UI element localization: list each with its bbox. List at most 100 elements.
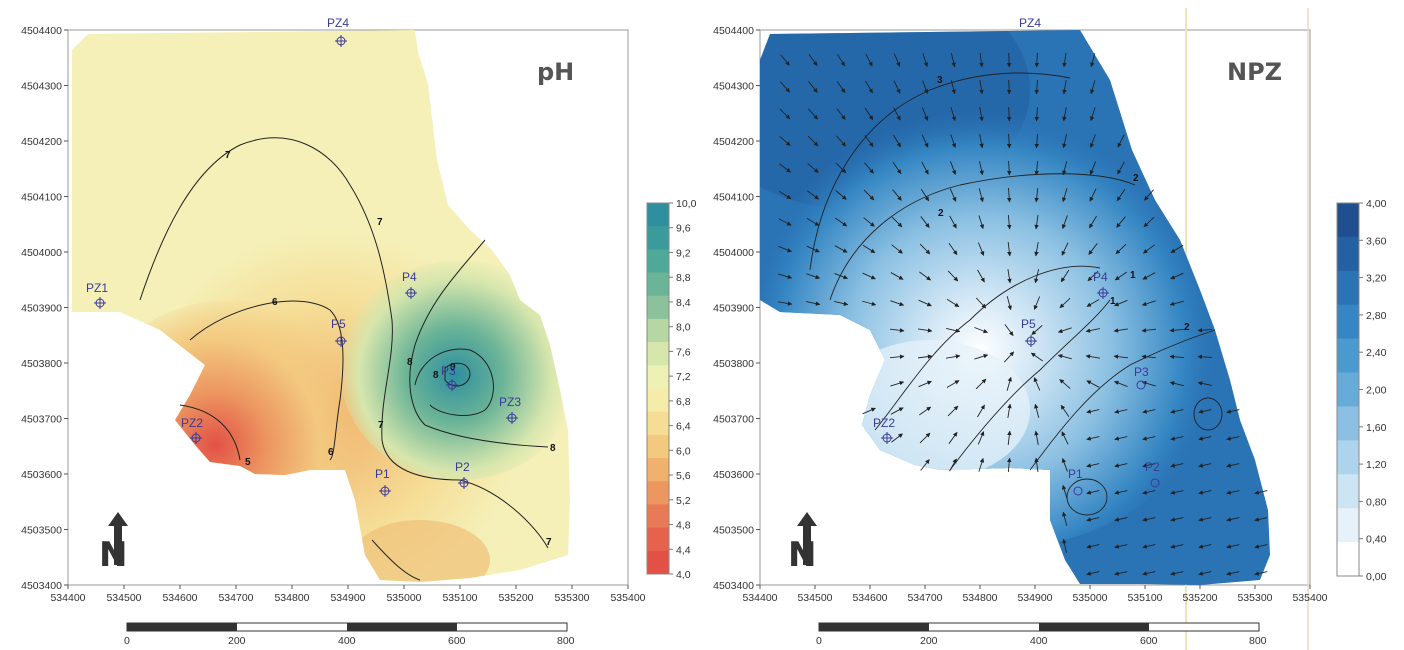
flow-arrow	[918, 299, 932, 307]
npz-contour-labels: 3 2 2 1 1 2	[937, 75, 1190, 333]
flow-arrow	[1061, 188, 1068, 203]
flow-arrow	[978, 457, 985, 472]
legend-swatch	[647, 365, 669, 389]
flow-arrow	[1142, 517, 1156, 522]
flow-arrow	[1062, 80, 1067, 95]
well-point-p5: P5	[1021, 317, 1037, 347]
flow-arrow	[1062, 53, 1067, 68]
svg-text:P3: P3	[1134, 365, 1149, 379]
x-tick-label: 534400	[50, 592, 85, 604]
flow-arrow	[1034, 187, 1039, 203]
legend-swatch	[1337, 440, 1359, 475]
flow-arrow	[808, 54, 818, 67]
flow-arrow	[1198, 463, 1212, 468]
x-tick-label: 535000	[386, 592, 421, 604]
flow-arrow	[950, 161, 957, 175]
flow-arrow	[1059, 379, 1071, 389]
flow-arrow	[1007, 269, 1012, 284]
ph-contour-labels: 7 7 8 6 6 5 7 8 9 8 7	[225, 150, 556, 548]
flow-arrow	[863, 217, 875, 227]
flow-arrow	[1089, 161, 1097, 175]
flow-arrow	[1062, 134, 1067, 149]
flow-arrow	[1061, 458, 1068, 472]
flow-arrow	[1170, 490, 1184, 495]
flow-arrow	[979, 107, 984, 122]
flow-arrow	[1226, 409, 1240, 414]
well-point-pz4: PZ4	[1019, 16, 1041, 30]
flow-arrow	[920, 459, 930, 471]
ph-contour-label: 7	[378, 420, 384, 431]
legend-label: 5,2	[676, 495, 691, 507]
y-tick-label: 4504100	[21, 192, 62, 204]
y-tick-label: 4504400	[713, 25, 754, 37]
flow-arrow	[1143, 244, 1155, 254]
flow-arrow	[919, 271, 932, 281]
well-point-p5: P5	[331, 317, 347, 347]
flow-arrow	[1088, 243, 1098, 255]
flow-arrow	[1006, 133, 1012, 149]
ph-well-points: PZ4 PZ1 P4 P5 P3 PZ3 PZ2 P1 P2	[86, 16, 521, 497]
y-tick-label: 4503900	[713, 303, 754, 315]
legend-swatch	[647, 203, 669, 227]
ph-x-ticks: 534400 534500 534600 534700 534800 534900 5350…	[50, 585, 646, 604]
x-tick-label: 535200	[498, 592, 533, 604]
flow-arrow	[1169, 381, 1184, 387]
x-tick-label: 534700	[907, 592, 942, 604]
flow-arrow	[1060, 269, 1070, 283]
svg-text:P5: P5	[331, 317, 346, 331]
y-tick-label: 4503700	[713, 414, 754, 426]
flow-arrow	[1114, 571, 1128, 576]
svg-text:N: N	[99, 535, 127, 575]
flow-arrow	[1086, 380, 1100, 388]
flow-arrow	[1086, 571, 1100, 576]
y-tick-label: 4504200	[21, 136, 62, 148]
flow-arrow	[1006, 106, 1012, 122]
flow-arrow	[947, 270, 959, 282]
flow-arrow	[949, 215, 957, 229]
flow-arrow	[1142, 463, 1156, 468]
flow-arrow	[1034, 160, 1039, 176]
flow-arrow	[1114, 544, 1128, 549]
y-tick-label: 4503600	[21, 469, 62, 481]
svg-text:400: 400	[1030, 635, 1048, 647]
flow-arrow	[946, 328, 961, 333]
flow-arrow	[893, 107, 901, 121]
flow-arrow	[890, 272, 904, 280]
svg-text:600: 600	[448, 635, 466, 647]
flow-arrow	[1031, 325, 1043, 335]
flow-arrow	[890, 407, 904, 415]
flow-arrow	[1170, 244, 1184, 254]
flow-arrow	[1197, 354, 1213, 360]
svg-text:600: 600	[1140, 635, 1158, 647]
flow-arrow	[890, 300, 905, 307]
legend-label: 7,6	[676, 346, 691, 358]
flow-arrow	[1062, 511, 1068, 526]
ph-scale-bar: 0 200 400 600 800	[124, 622, 575, 647]
flow-arrow	[1226, 463, 1240, 468]
y-tick-label: 4504200	[713, 136, 754, 148]
y-tick-label: 4503800	[713, 358, 754, 370]
flow-arrow	[1086, 299, 1100, 307]
flow-arrow	[949, 458, 957, 472]
y-tick-label: 4503400	[21, 580, 62, 592]
flow-arrow	[1226, 544, 1240, 549]
flow-arrow	[977, 269, 985, 283]
flow-arrow	[949, 188, 957, 202]
legend-label: 0,40	[1366, 534, 1387, 546]
ph-map-title: pH	[537, 58, 574, 86]
flow-arrow	[1170, 409, 1184, 414]
flow-arrow	[1170, 436, 1184, 441]
svg-text:0: 0	[124, 635, 130, 647]
flow-arrow	[1198, 436, 1212, 441]
well-point-pz2: PZ2	[181, 416, 203, 444]
x-tick-label: 535000	[1072, 592, 1107, 604]
y-tick-label: 4503600	[713, 469, 754, 481]
flow-arrow	[889, 354, 905, 359]
flow-arrow	[1090, 80, 1096, 95]
flow-arrow	[1113, 328, 1128, 333]
flow-arrow	[1198, 409, 1212, 414]
flow-arrow	[950, 107, 956, 122]
flow-arrow	[1117, 134, 1125, 148]
y-tick-label: 4504300	[21, 81, 62, 93]
ph-contour-label: 6	[272, 297, 278, 308]
